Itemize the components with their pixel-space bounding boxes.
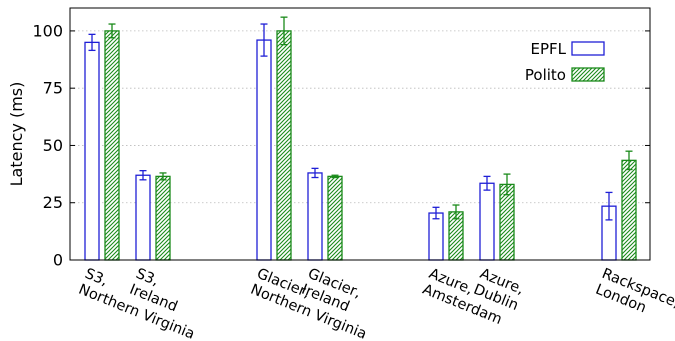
bar-polito-2 — [276, 30, 292, 261]
bar-polito-1 — [155, 175, 171, 261]
legend-swatch-polito — [571, 67, 605, 82]
legend-label-polito: Polito — [525, 66, 566, 84]
bar-epfl-5 — [479, 182, 495, 261]
bar-epfl-2 — [256, 39, 272, 261]
bars — [84, 30, 637, 261]
legend: EPFL Polito — [525, 40, 605, 84]
bar-epfl-4 — [428, 212, 444, 261]
bar-epfl-3 — [307, 172, 323, 261]
error-bars — [88, 16, 633, 221]
y-tick-label: 100 — [32, 21, 63, 40]
bar-epfl-1 — [135, 174, 151, 261]
bar-polito-0 — [104, 30, 120, 261]
y-axis-ticks: 0 25 50 75 100 — [32, 21, 650, 270]
bar-polito-6 — [621, 159, 637, 261]
y-tick-label: 0 — [53, 251, 63, 270]
plot-area-frame — [69, 7, 651, 261]
legend-swatch-epfl — [571, 41, 605, 56]
bar-epfl-0 — [84, 41, 100, 261]
y-axis-label: Latency (ms) — [7, 82, 26, 187]
x-category-label: Rackspace,London — [593, 266, 675, 327]
legend-label-epfl: EPFL — [530, 40, 566, 58]
y-tick-label: 75 — [43, 79, 63, 98]
y-tick-label: 50 — [43, 136, 63, 155]
bar-polito-5 — [499, 183, 515, 261]
y-tick-label: 25 — [43, 193, 63, 212]
bar-polito-3 — [327, 175, 343, 261]
